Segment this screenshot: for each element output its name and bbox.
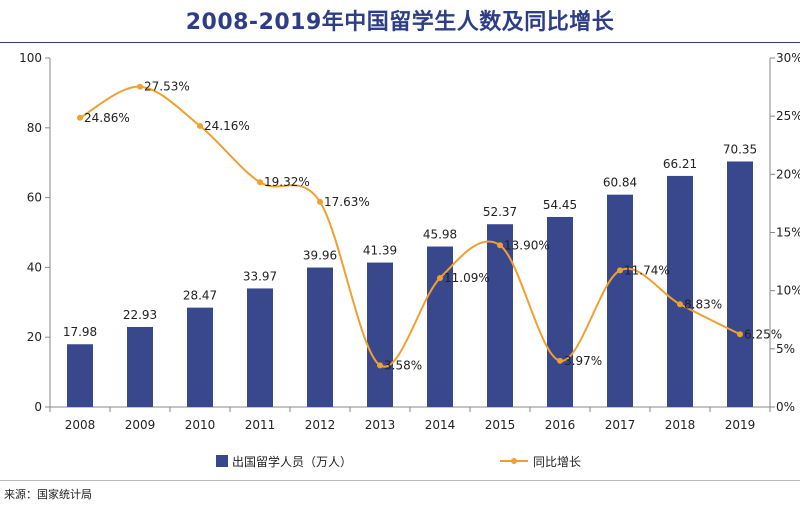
growth-value-label: 3.97% [564, 354, 602, 368]
legend-bar-label: 出国留学人员（万人） [232, 454, 352, 469]
bar-value-label: 41.39 [363, 244, 397, 258]
x-tick-label: 2010 [185, 418, 216, 432]
bar [187, 307, 213, 407]
bar-value-label: 60.84 [603, 176, 637, 190]
growth-value-label: 24.16% [204, 119, 250, 133]
bar [67, 344, 93, 407]
right-tick-label: 20% [776, 167, 800, 181]
bar [547, 216, 573, 407]
growth-point [377, 362, 383, 369]
growth-point [557, 357, 563, 364]
growth-value-label: 11.74% [624, 263, 670, 277]
title-divider [0, 42, 800, 43]
x-tick-label: 2016 [545, 418, 576, 432]
growth-value-label: 8.83% [684, 297, 722, 311]
bar-value-label: 45.98 [423, 228, 457, 242]
growth-value-label: 11.09% [444, 271, 490, 285]
growth-value-label: 27.53% [144, 80, 190, 94]
growth-value-label: 6.25% [744, 327, 782, 341]
growth-point [317, 198, 323, 205]
bar-value-label: 33.97 [243, 269, 277, 283]
growth-value-label: 13.90% [504, 238, 550, 252]
bar-value-label: 28.47 [183, 289, 217, 303]
left-tick-label: 100 [19, 51, 42, 65]
growth-point [737, 331, 743, 338]
growth-point [677, 301, 683, 308]
growth-value-label: 24.86% [84, 111, 130, 125]
bar [367, 262, 393, 407]
bar [427, 246, 453, 407]
right-tick-label: 10% [776, 284, 800, 298]
line-series [77, 83, 743, 369]
right-tick-label: 5% [776, 342, 795, 356]
growth-line [79, 85, 741, 368]
right-tick-label: 15% [776, 226, 800, 240]
bar [247, 288, 273, 407]
x-tick-label: 2017 [605, 418, 636, 432]
data-labels: 17.98 22.93 28.47 33.97 39.96 41.39 45.98 52.37… [63, 80, 782, 373]
bar-value-label: 17.98 [63, 325, 97, 339]
bar-value-label: 54.45 [543, 198, 577, 212]
left-tick-label: 60 [27, 191, 42, 205]
legend-line-marker [511, 458, 517, 464]
right-tick-label: 30% [776, 51, 800, 65]
left-tick-label: 20 [27, 330, 42, 344]
growth-value-label: 3.58% [384, 358, 422, 372]
bar-value-label: 66.21 [663, 157, 697, 171]
bar [607, 194, 633, 407]
bar-value-label: 39.96 [303, 249, 337, 263]
x-tick-label: 2012 [305, 418, 336, 432]
chart-title: 2008-2019年中国留学生人数及同比增长 [185, 10, 615, 35]
x-tick-label: 2009 [125, 418, 156, 432]
x-tick-label: 2014 [425, 418, 456, 432]
bar-value-label: 52.37 [483, 205, 517, 219]
source-note: 来源：国家统计局 [4, 488, 92, 501]
x-tick-label: 2019 [725, 418, 756, 432]
legend-line-label: 同比增长 [533, 455, 581, 469]
growth-point [437, 274, 443, 281]
x-tick-label: 2013 [365, 418, 396, 432]
footer-divider [0, 480, 800, 481]
growth-point [617, 267, 623, 274]
axes: 0 20 40 60 80 100 0% 5% 10% 15% 20% 25% 30% 2008 2009 2… [19, 51, 800, 432]
growth-point [77, 114, 83, 121]
x-tick-label: 2011 [245, 418, 276, 432]
x-tick-label: 2018 [665, 418, 696, 432]
growth-value-label: 17.63% [324, 195, 370, 209]
left-tick-label: 80 [27, 121, 42, 135]
growth-point [497, 242, 503, 249]
right-tick-label: 25% [776, 109, 800, 123]
legend-bar-swatch [216, 455, 228, 467]
growth-point [197, 122, 203, 129]
bar [727, 161, 753, 407]
right-tick-label: 0% [776, 400, 795, 414]
legend[interactable]: 出国留学人员（万人） 同比增长 [216, 454, 581, 469]
bar-series [67, 161, 753, 407]
bar [307, 267, 333, 407]
left-tick-label: 0 [34, 400, 42, 414]
x-tick-label: 2008 [65, 418, 96, 432]
bar [127, 326, 153, 407]
bar-value-label: 22.93 [123, 308, 157, 322]
left-tick-label: 40 [27, 260, 42, 274]
x-tick-label: 2015 [485, 418, 516, 432]
bar-value-label: 70.35 [723, 142, 757, 156]
growth-point [137, 83, 143, 90]
growth-value-label: 19.32% [264, 175, 310, 189]
bar [667, 175, 693, 407]
growth-point [257, 179, 263, 186]
